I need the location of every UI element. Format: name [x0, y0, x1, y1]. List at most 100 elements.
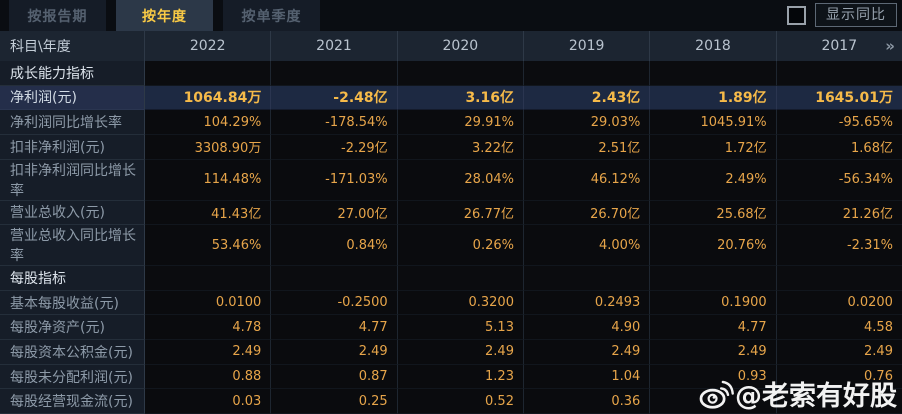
cell-value: 1.23 — [397, 364, 524, 390]
cell-value: 1.89亿 — [650, 85, 777, 111]
more-years-icon[interactable]: » — [885, 37, 895, 55]
row-label: 扣非净利润(元) — [0, 134, 145, 160]
year-header-label: 2019 — [568, 38, 605, 54]
cell-value: 28.04% — [397, 159, 524, 201]
cell-value: 0.25 — [271, 389, 398, 414]
row-label: 每股指标 — [0, 266, 145, 291]
table-row: 成长能力指标 — [0, 61, 902, 86]
cell-value: 2.49 — [523, 340, 651, 365]
cell-value: 1.68亿 — [776, 134, 902, 160]
row-label: 每股资本公积金(元) — [0, 340, 145, 365]
cell-value: 0.0200 — [776, 290, 902, 316]
cell-value: 0.0100 — [145, 290, 272, 316]
table-row: 每股指标 — [0, 266, 902, 291]
cell-value: 2.49 — [145, 340, 272, 365]
cell-value — [397, 61, 524, 86]
row-label: 每股未分配利润(元) — [0, 364, 145, 390]
cell-value: -178.54% — [271, 110, 398, 135]
cell-value — [650, 266, 777, 291]
cell-value: 3.16亿 — [397, 85, 524, 111]
year-header-label: 2021 — [316, 38, 352, 54]
year-header-label: 2022 — [189, 38, 226, 54]
cell-value: 1.72亿 — [650, 134, 777, 160]
cell-value — [523, 61, 651, 86]
tab-bar: 按报告期 按年度 按单季度 显示同比 — [0, 0, 902, 31]
cell-value: 4.78 — [145, 315, 272, 341]
year-header: 2021 — [271, 31, 398, 61]
cell-value: -95.65% — [776, 110, 902, 135]
row-label: 成长能力指标 — [0, 61, 145, 86]
cell-value: 4.77 — [650, 315, 777, 341]
cell-value — [145, 61, 272, 86]
cell-value: 2.49 — [271, 340, 398, 365]
table-row: 扣非净利润(元) 3308.90万 -2.29亿 3.22亿 2.51亿 1.72亿 1.6… — [0, 134, 902, 160]
year-header: 2017 » — [777, 31, 902, 61]
cell-value: 0.93 — [650, 364, 777, 390]
cell-value: 0.3200 — [397, 290, 524, 316]
table-row: 净利润同比增长率 104.29% -178.54% 29.91% 29.03% 1045.… — [0, 110, 902, 135]
cell-value: 26.70亿 — [523, 200, 651, 226]
cell-value: 3.22亿 — [397, 134, 524, 160]
tab-by-report-period[interactable]: 按报告期 — [9, 0, 106, 31]
cell-value: 4.58 — [776, 315, 902, 341]
cell-value: 0.52 — [397, 389, 524, 414]
cell-value: 0.84% — [271, 225, 398, 267]
row-label: 净利润(元) — [0, 85, 145, 111]
row-label: 营业总收入同比增长率 — [0, 225, 145, 267]
cell-value: 0.76 — [776, 364, 902, 390]
cell-value — [650, 61, 777, 86]
cell-value: 21.26亿 — [776, 200, 902, 226]
cell-value: 1064.84万 — [145, 85, 272, 111]
table-row: 营业总收入同比增长率 53.46% 0.84% 0.26% 4.00% 20.76% -2.… — [0, 225, 902, 267]
cell-value: -171.03% — [271, 159, 398, 201]
row-label: 营业总收入(元) — [0, 200, 145, 226]
tab-list: 按报告期 按年度 按单季度 — [9, 0, 330, 31]
show-yoy-label[interactable]: 显示同比 — [815, 3, 897, 27]
cell-value: 41.43亿 — [145, 200, 272, 226]
row-label: 每股经营现金流(元) — [0, 389, 145, 414]
cell-value: 46.12% — [523, 159, 651, 201]
cell-value — [776, 266, 902, 291]
cell-value — [650, 389, 777, 414]
cell-value: 20.76% — [650, 225, 777, 267]
cell-value: 25.68亿 — [650, 200, 777, 226]
cell-value — [397, 266, 524, 291]
cell-value: 26.77亿 — [397, 200, 524, 226]
table-row: 每股净资产(元) 4.78 4.77 5.13 4.90 4.77 4.58 — [0, 315, 902, 341]
row-label: 基本每股收益(元) — [0, 290, 145, 316]
cell-value: 4.90 — [523, 315, 651, 341]
cell-value: 27.00亿 — [271, 200, 398, 226]
cell-value: 1.04 — [523, 364, 651, 390]
cell-value: 3308.90万 — [145, 134, 272, 160]
cell-value: 4.77 — [271, 315, 398, 341]
cell-value — [271, 61, 398, 86]
cell-value: 0.1900 — [650, 290, 777, 316]
cell-value: 53.46% — [145, 225, 272, 267]
cell-value: 0.36 — [523, 389, 651, 414]
cell-value — [271, 266, 398, 291]
cell-value: 2.43亿 — [523, 85, 651, 111]
row-label: 净利润同比增长率 — [0, 110, 145, 135]
year-header: 2019 — [524, 31, 651, 61]
year-header-label: 2020 — [442, 38, 479, 54]
cell-value: 0.03 — [145, 389, 272, 414]
cell-value: 4.00% — [523, 225, 651, 267]
cell-value: 1045.91% — [650, 110, 777, 135]
cell-value: 0.87 — [271, 364, 398, 390]
table-row: 净利润(元) 1064.84万 -2.48亿 3.16亿 2.43亿 1.89亿 1645.… — [0, 85, 902, 111]
financial-table: 科目\年度 2022 2021 2020 2019 2018 2017 » 成长能力指标 净利… — [0, 31, 902, 414]
year-header-label: 2018 — [695, 38, 731, 54]
cell-value: 104.29% — [145, 110, 272, 135]
tab-by-year[interactable]: 按年度 — [116, 0, 213, 31]
tab-by-quarter[interactable]: 按单季度 — [223, 0, 320, 31]
show-yoy-checkbox[interactable] — [787, 5, 806, 25]
table-row: 扣非净利润同比增长率 114.48% -171.03% 28.04% 46.12% 2.4… — [0, 159, 902, 201]
table-header-row: 科目\年度 2022 2021 2020 2019 2018 2017 » — [0, 31, 902, 61]
table-row: 每股经营现金流(元) 0.03 0.25 0.52 0.36 — [0, 389, 902, 414]
year-header: 2022 — [145, 31, 272, 61]
year-header: 2018 — [650, 31, 777, 61]
cell-value: 1645.01万 — [776, 85, 902, 111]
cell-value — [523, 266, 651, 291]
cell-value: 114.48% — [145, 159, 272, 201]
